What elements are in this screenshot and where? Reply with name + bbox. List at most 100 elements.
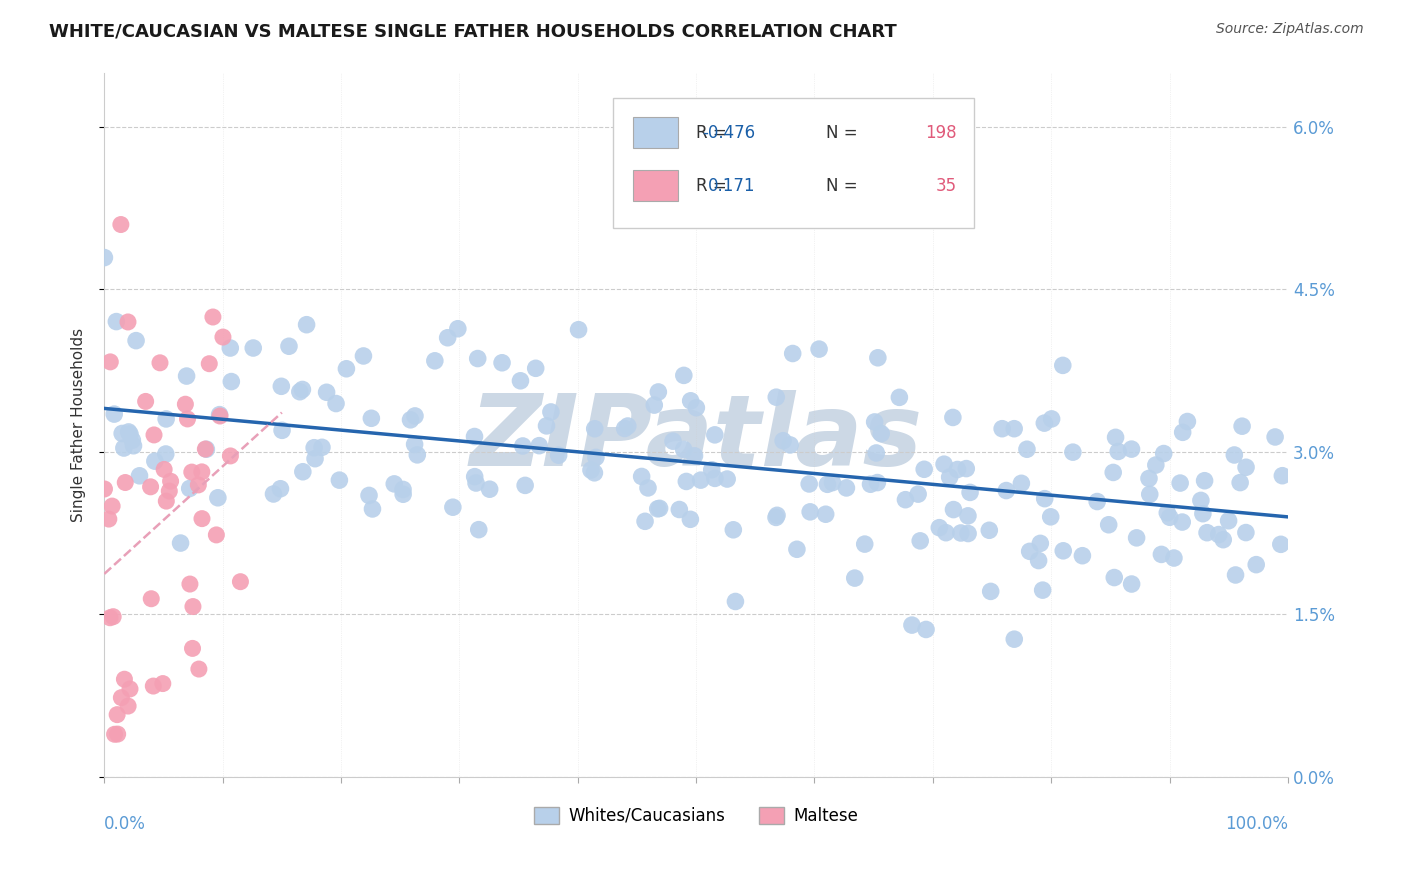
Point xyxy=(117,425,139,439)
Point xyxy=(617,419,640,434)
Point xyxy=(153,462,176,476)
Point xyxy=(942,410,965,425)
Point xyxy=(125,334,148,348)
Point xyxy=(141,591,163,606)
Point xyxy=(392,483,415,497)
Point xyxy=(643,398,665,412)
Point xyxy=(463,429,485,443)
Point xyxy=(97,512,120,526)
Point xyxy=(1107,444,1129,458)
Point xyxy=(219,449,242,463)
Text: 0.171: 0.171 xyxy=(707,177,755,194)
Point xyxy=(889,390,911,404)
Point xyxy=(648,501,671,516)
Text: R =: R = xyxy=(696,177,733,194)
Point xyxy=(195,442,218,457)
Point xyxy=(198,357,221,371)
Point xyxy=(668,502,690,516)
Point xyxy=(1230,419,1253,434)
Point xyxy=(1271,468,1294,483)
Point xyxy=(932,457,955,471)
Point xyxy=(1218,514,1240,528)
Point xyxy=(465,475,488,490)
Point xyxy=(912,462,935,476)
Point xyxy=(980,584,1002,599)
Point xyxy=(515,478,537,492)
Point xyxy=(799,477,821,491)
Point xyxy=(242,341,264,355)
Point xyxy=(118,427,141,442)
Point xyxy=(1033,491,1056,506)
Point xyxy=(1040,412,1063,426)
Point xyxy=(1223,448,1246,462)
Point xyxy=(117,315,139,329)
Point xyxy=(637,481,659,495)
Point xyxy=(191,511,214,525)
Point xyxy=(915,623,938,637)
Point xyxy=(155,447,177,461)
Point xyxy=(1137,471,1160,485)
Point xyxy=(782,346,804,360)
Point xyxy=(382,476,405,491)
Point xyxy=(201,310,224,324)
Point xyxy=(859,477,882,491)
Point xyxy=(207,491,229,505)
Point xyxy=(703,428,725,442)
Point xyxy=(1121,577,1143,591)
Point xyxy=(208,409,231,423)
Point xyxy=(634,514,657,528)
Point xyxy=(436,331,458,345)
Point xyxy=(208,408,231,422)
Point xyxy=(1028,553,1050,567)
Point xyxy=(1139,487,1161,501)
Point xyxy=(118,681,141,696)
Point xyxy=(1098,517,1121,532)
Point xyxy=(1033,416,1056,430)
Point xyxy=(1270,537,1292,551)
Point xyxy=(700,463,723,477)
Point xyxy=(1015,442,1038,457)
Point xyxy=(152,676,174,690)
Point xyxy=(821,475,844,490)
Point xyxy=(808,342,831,356)
Point xyxy=(112,441,135,455)
Point xyxy=(467,351,489,366)
Point xyxy=(447,322,470,336)
Point xyxy=(894,492,917,507)
Point xyxy=(716,472,738,486)
Point xyxy=(613,421,636,435)
Point xyxy=(219,341,242,355)
Point xyxy=(328,473,350,487)
Point xyxy=(995,483,1018,498)
FancyBboxPatch shape xyxy=(633,118,678,148)
Point xyxy=(723,523,745,537)
Point xyxy=(105,707,128,722)
Point xyxy=(311,440,333,454)
Point xyxy=(143,428,166,442)
Point xyxy=(1159,510,1181,524)
Point xyxy=(464,469,486,483)
Point xyxy=(647,501,669,516)
Point xyxy=(583,466,606,480)
Point xyxy=(143,454,166,468)
Point xyxy=(956,508,979,523)
Point xyxy=(870,426,893,441)
Y-axis label: Single Father Households: Single Father Households xyxy=(72,327,86,522)
Point xyxy=(1032,583,1054,598)
Point xyxy=(1104,570,1126,584)
Point xyxy=(291,383,314,397)
Text: Source: ZipAtlas.com: Source: ZipAtlas.com xyxy=(1216,22,1364,37)
Point xyxy=(662,434,685,449)
Point xyxy=(1234,460,1257,475)
Point xyxy=(117,699,139,714)
Point xyxy=(1171,425,1194,440)
Point xyxy=(291,465,314,479)
Point xyxy=(361,502,384,516)
Point xyxy=(865,446,887,460)
Point xyxy=(866,475,889,490)
Point xyxy=(946,462,969,476)
Point xyxy=(103,407,125,421)
Point xyxy=(1018,544,1040,558)
Point xyxy=(907,487,929,501)
Point xyxy=(304,451,326,466)
